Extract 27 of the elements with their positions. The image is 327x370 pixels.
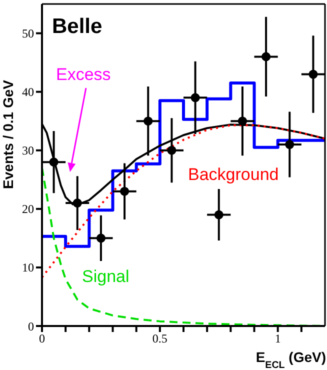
point [285, 140, 294, 150]
point [262, 52, 271, 62]
annotation: Excess [56, 65, 111, 84]
point [238, 116, 247, 126]
x-tick-label: 0 [39, 332, 45, 346]
y-tick-label: 10 [22, 260, 34, 275]
y-tick-label: 0 [28, 319, 34, 334]
series-label: Background [188, 165, 279, 184]
text: Belle [52, 15, 102, 38]
x-tick-label: 0.5 [152, 332, 168, 346]
point [167, 146, 176, 155]
point [96, 234, 106, 243]
point [308, 70, 318, 79]
x-tick-label: 1 [274, 332, 281, 346]
point [190, 93, 200, 102]
y-tick-label: 40 [22, 85, 34, 100]
series-label: Signal [82, 267, 130, 286]
point [49, 158, 58, 167]
point [214, 210, 224, 220]
y-tick-label: 50 [22, 26, 34, 41]
y-tick-label: 20 [22, 202, 34, 216]
point [144, 116, 153, 126]
y-tick-label: 30 [22, 144, 34, 158]
point [120, 186, 130, 196]
y-axis-title: Events / 0.1 GeV [0, 79, 16, 189]
point [72, 198, 82, 208]
x-axis-title: E$_{ECL}$ (GeV) [256, 349, 326, 370]
